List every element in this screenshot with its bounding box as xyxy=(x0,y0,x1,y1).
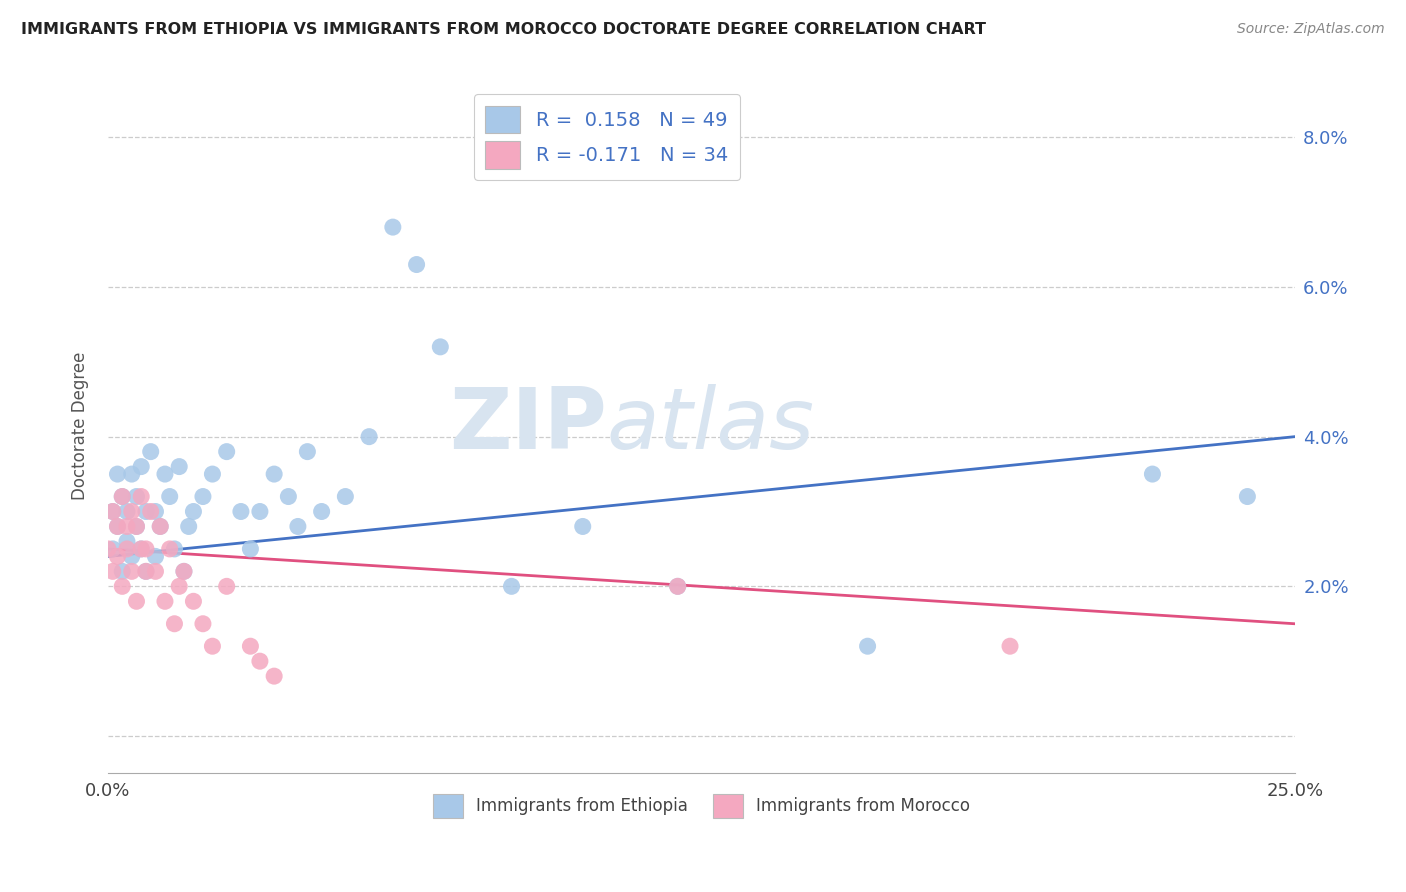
Point xyxy=(153,594,176,608)
Point xyxy=(101,541,124,556)
Point xyxy=(139,504,162,518)
Point xyxy=(167,459,190,474)
Point xyxy=(159,490,181,504)
Point xyxy=(115,519,138,533)
Point xyxy=(311,504,333,518)
Text: ZIP: ZIP xyxy=(449,384,606,467)
Point xyxy=(183,504,205,518)
Point xyxy=(666,579,689,593)
Legend: Immigrants from Ethiopia, Immigrants from Morocco: Immigrants from Ethiopia, Immigrants fro… xyxy=(426,788,977,824)
Point xyxy=(149,519,172,533)
Point xyxy=(135,541,157,556)
Point xyxy=(111,490,134,504)
Point xyxy=(177,519,200,533)
Point xyxy=(183,594,205,608)
Point xyxy=(1142,467,1164,481)
Point xyxy=(163,616,186,631)
Point xyxy=(129,541,152,556)
Point xyxy=(229,504,252,518)
Point xyxy=(145,565,167,579)
Point xyxy=(405,258,427,272)
Point xyxy=(139,444,162,458)
Point xyxy=(429,340,451,354)
Point xyxy=(571,519,593,533)
Point xyxy=(239,541,262,556)
Point xyxy=(121,549,143,564)
Point xyxy=(263,669,285,683)
Point xyxy=(125,519,148,533)
Point xyxy=(263,467,285,481)
Point xyxy=(135,565,157,579)
Point xyxy=(153,467,176,481)
Point xyxy=(249,504,271,518)
Point xyxy=(191,616,214,631)
Point xyxy=(173,565,195,579)
Point xyxy=(115,534,138,549)
Point xyxy=(129,459,152,474)
Point xyxy=(135,504,157,518)
Point xyxy=(201,467,224,481)
Point xyxy=(287,519,309,533)
Point xyxy=(277,490,299,504)
Point xyxy=(239,639,262,653)
Point xyxy=(145,504,167,518)
Point xyxy=(135,565,157,579)
Point xyxy=(297,444,319,458)
Point xyxy=(125,490,148,504)
Point xyxy=(101,565,124,579)
Point xyxy=(666,579,689,593)
Point xyxy=(201,639,224,653)
Point xyxy=(149,519,172,533)
Point xyxy=(167,579,190,593)
Point xyxy=(1236,490,1258,504)
Point xyxy=(856,639,879,653)
Point xyxy=(111,490,134,504)
Point xyxy=(129,490,152,504)
Point xyxy=(173,565,195,579)
Point xyxy=(163,541,186,556)
Point xyxy=(191,490,214,504)
Text: atlas: atlas xyxy=(606,384,814,467)
Text: Source: ZipAtlas.com: Source: ZipAtlas.com xyxy=(1237,22,1385,37)
Point xyxy=(998,639,1021,653)
Point xyxy=(107,467,129,481)
Point xyxy=(121,504,143,518)
Y-axis label: Doctorate Degree: Doctorate Degree xyxy=(72,351,89,500)
Point xyxy=(215,579,238,593)
Point xyxy=(125,594,148,608)
Point xyxy=(107,519,129,533)
Point xyxy=(145,549,167,564)
Point xyxy=(215,444,238,458)
Point xyxy=(159,541,181,556)
Point xyxy=(115,541,138,556)
Point xyxy=(121,467,143,481)
Point xyxy=(107,519,129,533)
Point xyxy=(359,430,381,444)
Point xyxy=(125,519,148,533)
Point xyxy=(121,565,143,579)
Point xyxy=(111,579,134,593)
Point xyxy=(101,504,124,518)
Point xyxy=(111,565,134,579)
Point xyxy=(101,504,124,518)
Point xyxy=(107,549,129,564)
Point xyxy=(501,579,523,593)
Point xyxy=(335,490,357,504)
Point xyxy=(97,541,120,556)
Point xyxy=(249,654,271,668)
Point xyxy=(381,220,404,235)
Text: IMMIGRANTS FROM ETHIOPIA VS IMMIGRANTS FROM MOROCCO DOCTORATE DEGREE CORRELATION: IMMIGRANTS FROM ETHIOPIA VS IMMIGRANTS F… xyxy=(21,22,986,37)
Point xyxy=(115,504,138,518)
Point xyxy=(129,541,152,556)
